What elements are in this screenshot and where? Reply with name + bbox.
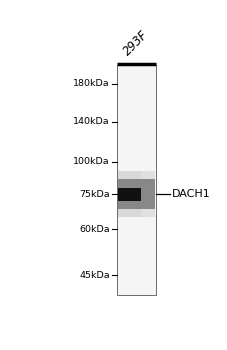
Text: 180kDa: 180kDa (73, 79, 109, 88)
Bar (116, 65, 155, 295)
Bar (117, 188, 140, 201)
Text: 293F: 293F (121, 28, 151, 58)
Text: 45kDa: 45kDa (79, 271, 109, 280)
Text: 100kDa: 100kDa (73, 158, 109, 167)
Text: DACH1: DACH1 (171, 189, 210, 199)
Bar (117, 180, 154, 209)
Bar (117, 172, 140, 217)
Text: 75kDa: 75kDa (79, 190, 109, 199)
Text: 60kDa: 60kDa (79, 225, 109, 234)
Bar (117, 180, 140, 209)
Bar (117, 172, 154, 217)
Text: 140kDa: 140kDa (73, 117, 109, 126)
